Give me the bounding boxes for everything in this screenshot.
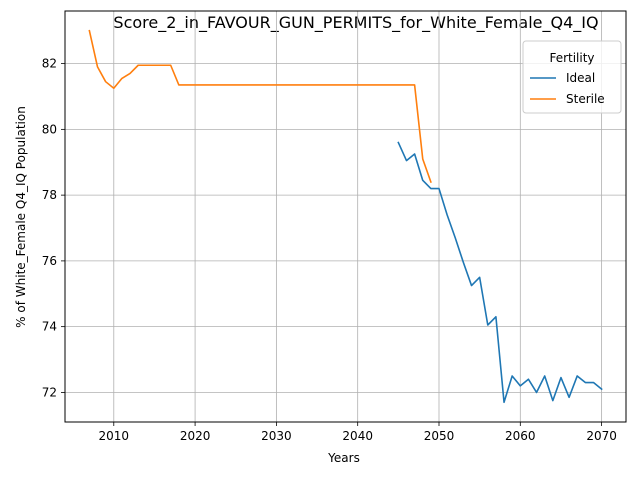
x-axis-label: Years — [327, 451, 360, 465]
series-lines — [88, 29, 603, 404]
x-tick-label: 2010 — [99, 429, 130, 443]
x-tick-label: 2060 — [505, 429, 536, 443]
y-tick-label: 82 — [42, 57, 57, 71]
legend: Fertility Ideal Sterile — [522, 40, 622, 114]
y-tick-label: 72 — [42, 385, 57, 399]
x-tick-label: 2050 — [424, 429, 455, 443]
y-tick-label: 78 — [42, 188, 57, 202]
legend-title: Fertility — [549, 51, 594, 65]
y-axis-label: % of White_Female Q4_IQ Population — [14, 106, 28, 328]
series-line-sterile — [88, 29, 432, 184]
grid-lines — [65, 11, 626, 422]
chart-title: Score_2_in_FAVOUR_GUN_PERMITS_for_White_… — [113, 13, 598, 33]
x-tick-label: 2030 — [261, 429, 292, 443]
plot-frame — [64, 10, 627, 423]
x-tick-label: 2040 — [342, 429, 373, 443]
series-line-ideal — [397, 141, 603, 404]
legend-label-sterile: Sterile — [566, 92, 605, 106]
y-tick-label: 74 — [42, 320, 57, 334]
y-tick-label: 76 — [42, 254, 57, 268]
legend-box — [522, 40, 622, 114]
y-tick-label: 80 — [42, 122, 57, 136]
x-tick-label: 2070 — [586, 429, 617, 443]
axis-ticks: 2010 2020 2030 2040 2050 2060 2070 72 74 76 78 80 82 — [42, 57, 617, 443]
legend-label-ideal: Ideal — [566, 71, 595, 85]
x-tick-label: 2020 — [180, 429, 211, 443]
